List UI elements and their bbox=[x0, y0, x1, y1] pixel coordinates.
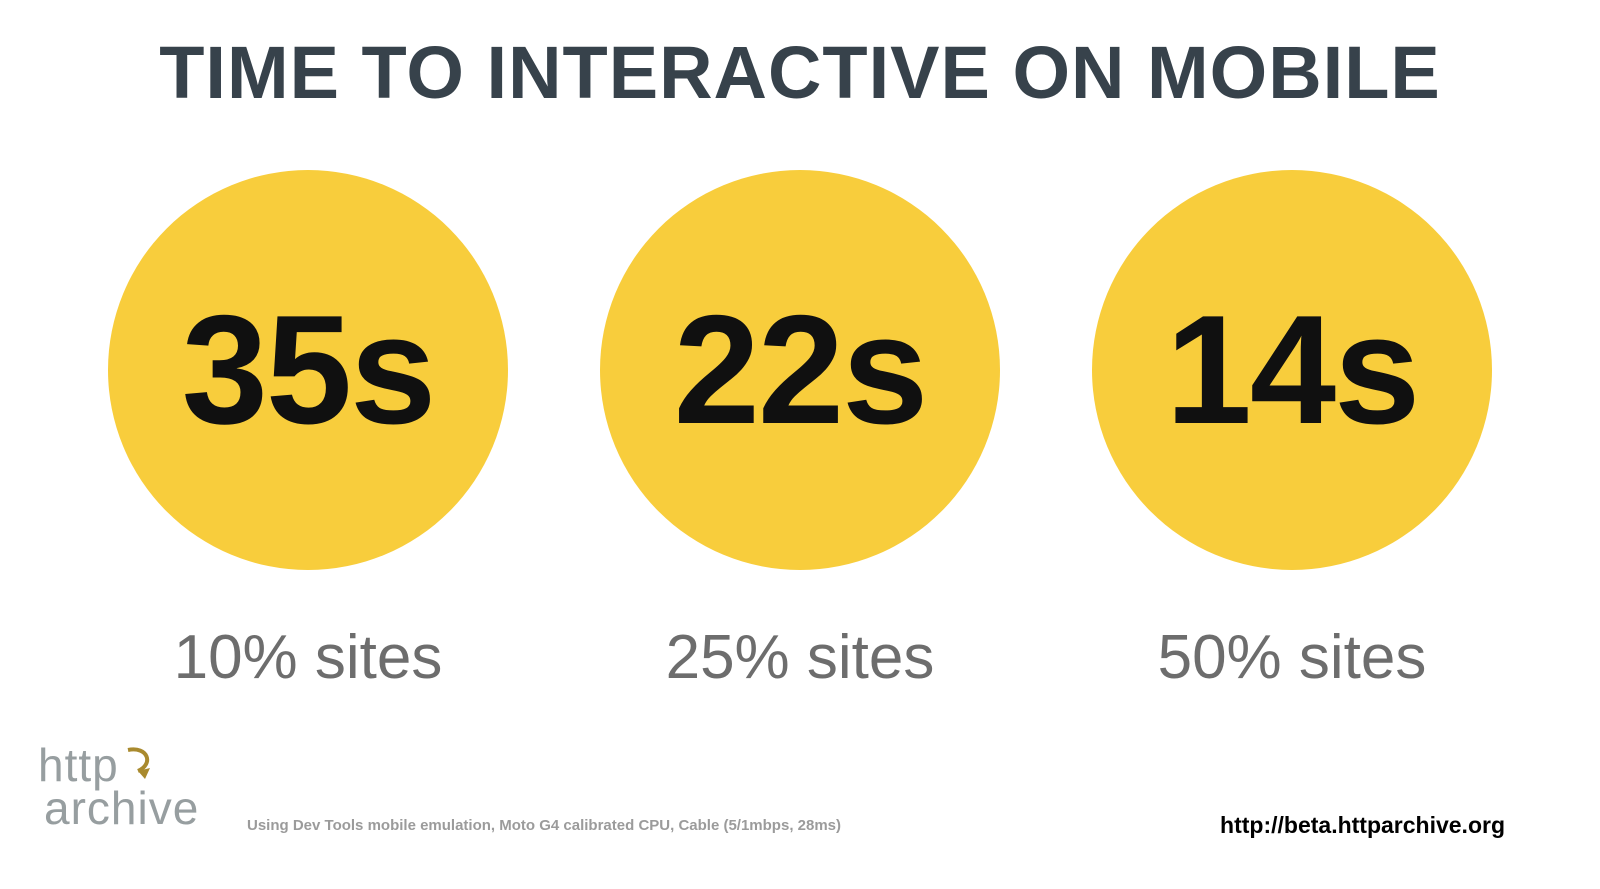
logo-text-archive: archive bbox=[44, 781, 200, 834]
stat-circle-25pct: 22s bbox=[600, 170, 1000, 570]
stat-column-25pct: 22s 25% sites bbox=[600, 170, 1000, 693]
stat-circle-10pct: 35s bbox=[108, 170, 508, 570]
stats-row: 35s 10% sites 22s 25% sites 14s 50% site… bbox=[0, 170, 1600, 693]
stat-share-label-10pct: 10% sites bbox=[173, 623, 443, 692]
stat-circle-50pct: 14s bbox=[1092, 170, 1492, 570]
stat-value-50pct: 14s bbox=[1165, 283, 1421, 456]
logo-swirl-arrow-icon bbox=[127, 747, 150, 780]
stat-value-10pct: 35s bbox=[181, 283, 437, 456]
site-url: http://beta.httparchive.org bbox=[1220, 812, 1505, 838]
stat-column-50pct: 14s 50% sites bbox=[1092, 170, 1492, 693]
stat-share-label-50pct: 50% sites bbox=[1157, 623, 1427, 692]
stat-column-10pct: 35s 10% sites bbox=[108, 170, 508, 693]
stat-value-25pct: 22s bbox=[673, 283, 929, 456]
page-title: TIME TO INTERACTIVE ON MOBILE bbox=[159, 31, 1441, 114]
methodology-note: Using Dev Tools mobile emulation, Moto G… bbox=[247, 817, 842, 834]
logo-text-http: http bbox=[38, 739, 119, 792]
stat-share-label-25pct: 25% sites bbox=[665, 623, 935, 692]
http-archive-logo: http archive bbox=[38, 739, 200, 834]
